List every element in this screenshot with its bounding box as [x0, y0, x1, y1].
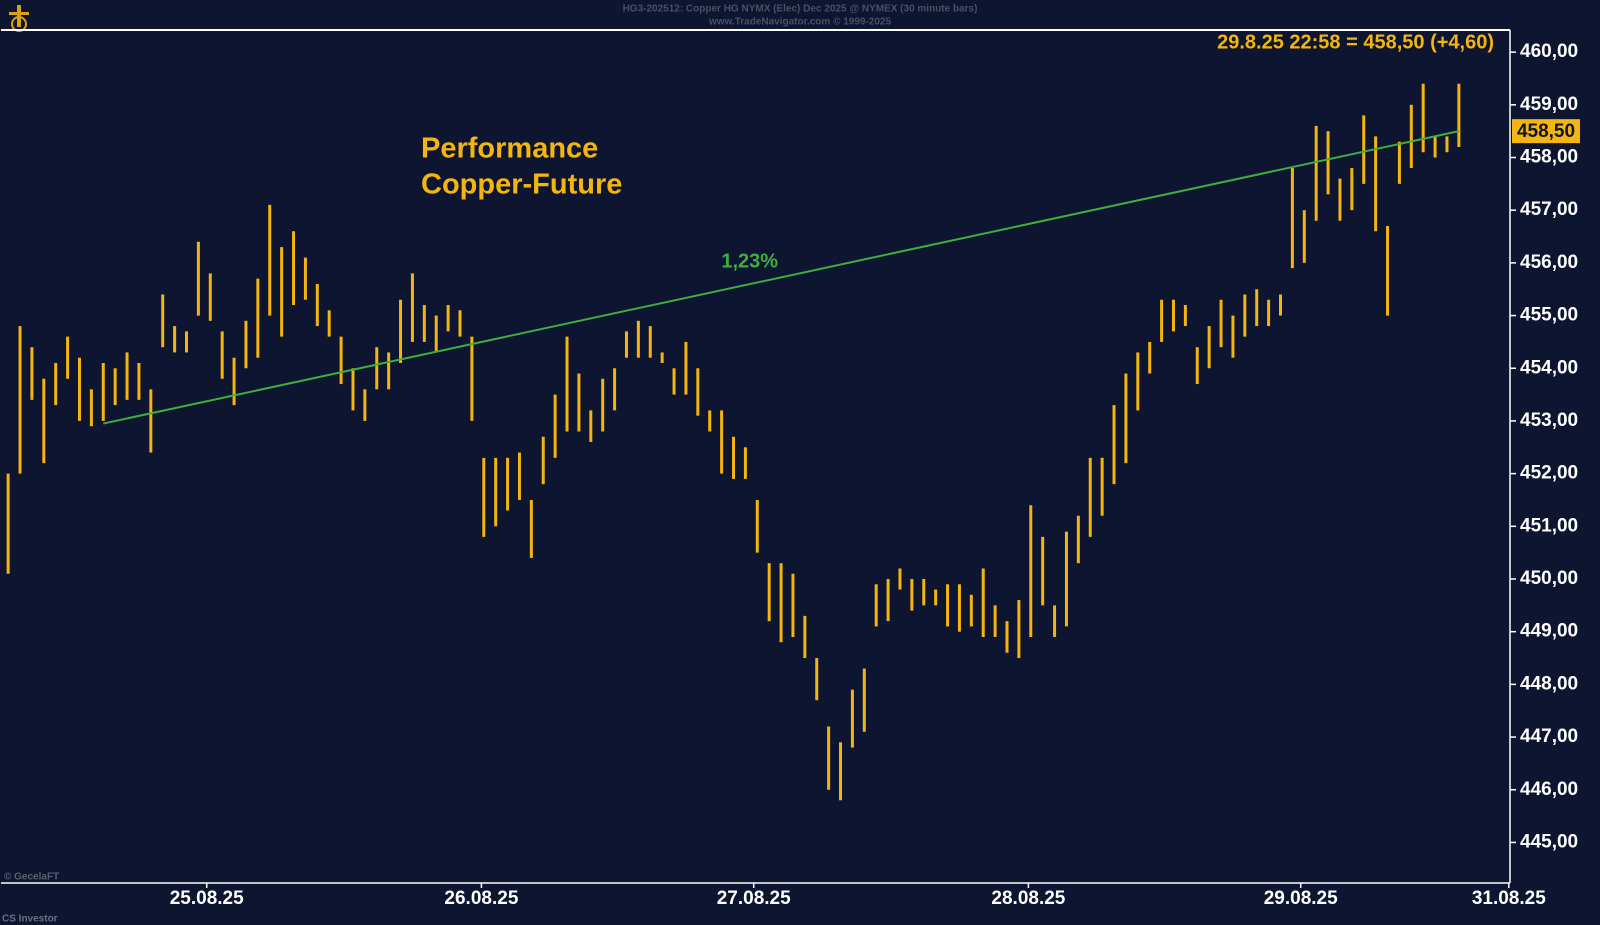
credit: CS Investor [2, 914, 58, 925]
credit: © GecelaFT [4, 872, 59, 883]
y-tick-label: 457,00 [1520, 199, 1578, 220]
x-tick-label: 26.08.25 [444, 888, 518, 909]
x-tick-label: 31.08.25 [1472, 888, 1546, 909]
y-tick-label: 451,00 [1520, 515, 1578, 536]
y-tick-label: 447,00 [1520, 726, 1578, 747]
y-tick-label: 449,00 [1520, 621, 1578, 642]
x-tick-label: 27.08.25 [717, 888, 791, 909]
x-tick-label: 29.08.25 [1264, 888, 1338, 909]
y-tick-label: 448,00 [1520, 673, 1578, 694]
last-quote: 29.8.25 22:58 = 458,50 (+4,60) [1217, 31, 1494, 53]
trend-line [103, 130, 1460, 425]
trend-label: 1,23% [721, 250, 778, 272]
y-tick-label: 445,00 [1520, 831, 1578, 852]
y-tick-label: 452,00 [1520, 463, 1578, 484]
y-tick-label: 446,00 [1520, 779, 1578, 800]
last-price-label: 458,50 [1517, 121, 1575, 142]
chart-title: HG3-202512: Copper HG NYMX (Elec) Dec 20… [623, 4, 978, 15]
y-tick-label: 450,00 [1520, 568, 1578, 589]
heading: Copper-Future [421, 169, 622, 201]
y-tick-label: 455,00 [1520, 305, 1578, 326]
last-price-box [1512, 119, 1580, 144]
y-tick-label: 459,00 [1520, 94, 1578, 115]
y-tick-label: 453,00 [1520, 410, 1578, 431]
chart-subtitle: www.TradeNavigator.com © 1999-2025 [708, 17, 892, 28]
x-tick-label: 28.08.25 [991, 888, 1065, 909]
heading: Performance [421, 133, 598, 165]
y-tick-label: 454,00 [1520, 357, 1578, 378]
y-tick-label: 456,00 [1520, 252, 1578, 273]
x-tick-label: 25.08.25 [170, 888, 244, 909]
y-tick-label: 458,00 [1520, 147, 1578, 168]
y-tick-label: 460,00 [1520, 41, 1578, 62]
